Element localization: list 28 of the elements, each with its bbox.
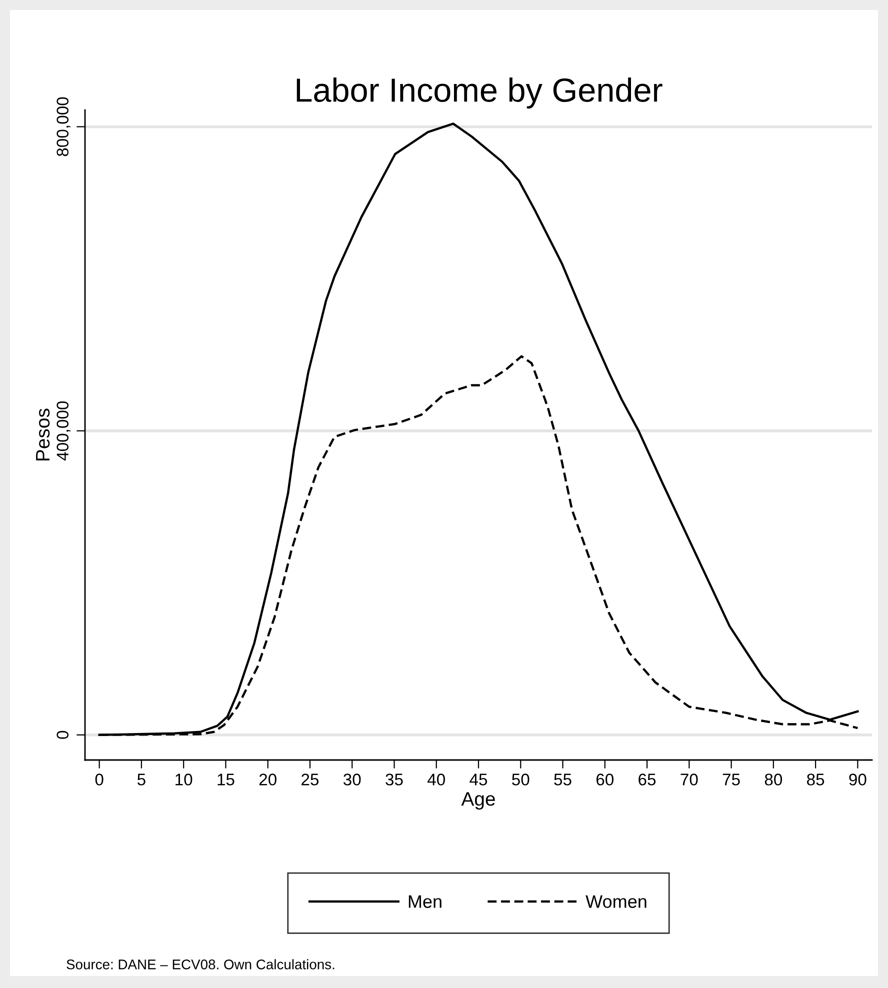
- x-tick-label: 15: [218, 774, 234, 786]
- x-tick-label: 70: [680, 774, 698, 786]
- y-tick-label: 800,000: [56, 97, 70, 156]
- y-tick-label: 400,000: [56, 401, 70, 461]
- x-tick-label: 5: [137, 774, 146, 786]
- x-tick-label: 75: [722, 774, 740, 786]
- legend-label: Men: [408, 895, 442, 908]
- x-tick-label: 90: [849, 774, 866, 786]
- x-tick-label: 20: [259, 774, 276, 786]
- x-tick-label: 40: [427, 774, 445, 786]
- y-axis-title: Pesos: [36, 408, 50, 460]
- chart-title: Labor Income by Gender: [296, 78, 662, 109]
- x-tick-label: 55: [554, 774, 572, 786]
- legend-label: Women: [586, 895, 646, 908]
- x-tick-label: 10: [176, 774, 192, 786]
- x-tick-label: 50: [512, 774, 530, 786]
- x-tick-label: 45: [470, 774, 488, 786]
- x-tick-label: 60: [596, 774, 614, 786]
- source-note: Source: DANE – ECV08. Own Calculations.: [66, 959, 334, 970]
- x-tick-label: 25: [302, 774, 319, 786]
- x-tick-label: 35: [386, 774, 403, 786]
- x-tick-label: 80: [764, 774, 782, 786]
- x-tick-label: 0: [95, 774, 104, 786]
- x-tick-label: 30: [343, 774, 361, 786]
- y-tick-label: 0: [56, 730, 69, 739]
- x-axis-title: Age: [461, 792, 495, 810]
- x-tick-label: 85: [807, 774, 824, 786]
- x-tick-label: 65: [638, 774, 656, 786]
